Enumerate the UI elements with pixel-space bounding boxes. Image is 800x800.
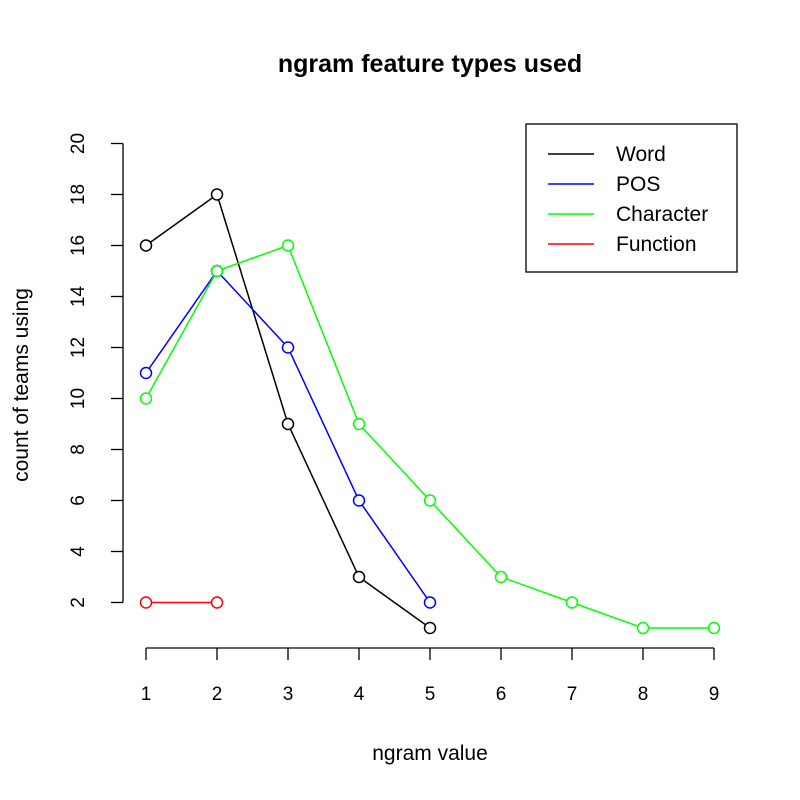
data-point	[352, 494, 366, 507]
series-line-segment	[148, 275, 215, 369]
series-line-segment	[289, 250, 358, 420]
series-line-segment	[289, 352, 358, 496]
data-point	[139, 366, 153, 380]
legend-label: Word	[616, 143, 666, 166]
data-point	[210, 188, 224, 201]
y-axis-label: count of teams using	[10, 288, 33, 482]
y-tick-label: 8	[68, 444, 89, 455]
series-line-segment	[150, 197, 213, 243]
y-tick-label: 10	[68, 388, 89, 409]
x-tick-label: 9	[709, 684, 720, 705]
series-line-segment	[148, 275, 215, 395]
y-axis: 2 4 6 8 10 12 14 16 18 20	[68, 133, 124, 608]
series-line-segment	[220, 274, 285, 344]
series-pos	[139, 264, 437, 609]
plot-series	[139, 188, 721, 635]
data-point	[352, 570, 366, 584]
data-point	[636, 621, 650, 635]
x-tick-label: 8	[638, 684, 649, 705]
data-point	[565, 596, 579, 609]
series-line-segment	[289, 428, 358, 573]
x-tick-label: 3	[283, 684, 294, 705]
data-point	[139, 596, 153, 609]
y-tick-label: 6	[68, 495, 89, 506]
legend: Word POS Character Function	[525, 123, 738, 273]
y-tick-label: 18	[68, 184, 89, 205]
x-tick-label: 2	[212, 684, 223, 705]
data-point	[423, 494, 437, 507]
legend-label: POS	[616, 173, 660, 196]
legend-label: Character	[616, 203, 708, 226]
series-line-segment	[433, 504, 498, 574]
data-point	[281, 417, 295, 431]
data-point	[423, 621, 437, 635]
data-point	[423, 596, 437, 609]
series-line-segment	[361, 504, 428, 599]
chart-title: ngram feature types used	[278, 50, 582, 78]
series-line-segment	[362, 427, 427, 497]
legend-label: Function	[616, 233, 697, 256]
x-tick-label: 5	[425, 684, 436, 705]
series-word	[139, 188, 437, 635]
y-tick-label: 16	[68, 235, 89, 256]
series-function	[139, 596, 224, 609]
y-tick-label: 12	[68, 337, 89, 358]
data-point	[139, 239, 153, 252]
x-axis: 1 2 3 4 5 6 7 8 9	[141, 647, 720, 705]
data-point	[210, 596, 224, 609]
series-line-segment	[576, 603, 639, 627]
data-point	[281, 239, 295, 252]
x-tick-label: 1	[141, 684, 152, 705]
x-tick-label: 7	[567, 684, 578, 705]
data-point	[139, 392, 153, 405]
legend-box	[525, 123, 738, 273]
x-axis-label: ngram value	[372, 742, 488, 765]
data-point	[281, 341, 295, 354]
data-point	[707, 621, 721, 635]
x-tick-label: 6	[496, 684, 507, 705]
data-point	[494, 570, 508, 584]
y-tick-label: 20	[68, 133, 89, 154]
data-point	[210, 264, 224, 278]
x-tick-label: 4	[354, 684, 365, 705]
y-tick-label: 4	[68, 546, 89, 557]
series-line-segment	[505, 578, 568, 602]
y-tick-label: 2	[68, 597, 89, 608]
y-tick-label: 14	[68, 286, 89, 308]
series-line-segment	[221, 246, 284, 270]
series-line-segment	[363, 579, 426, 626]
data-point	[352, 417, 366, 431]
series-character	[139, 239, 721, 635]
